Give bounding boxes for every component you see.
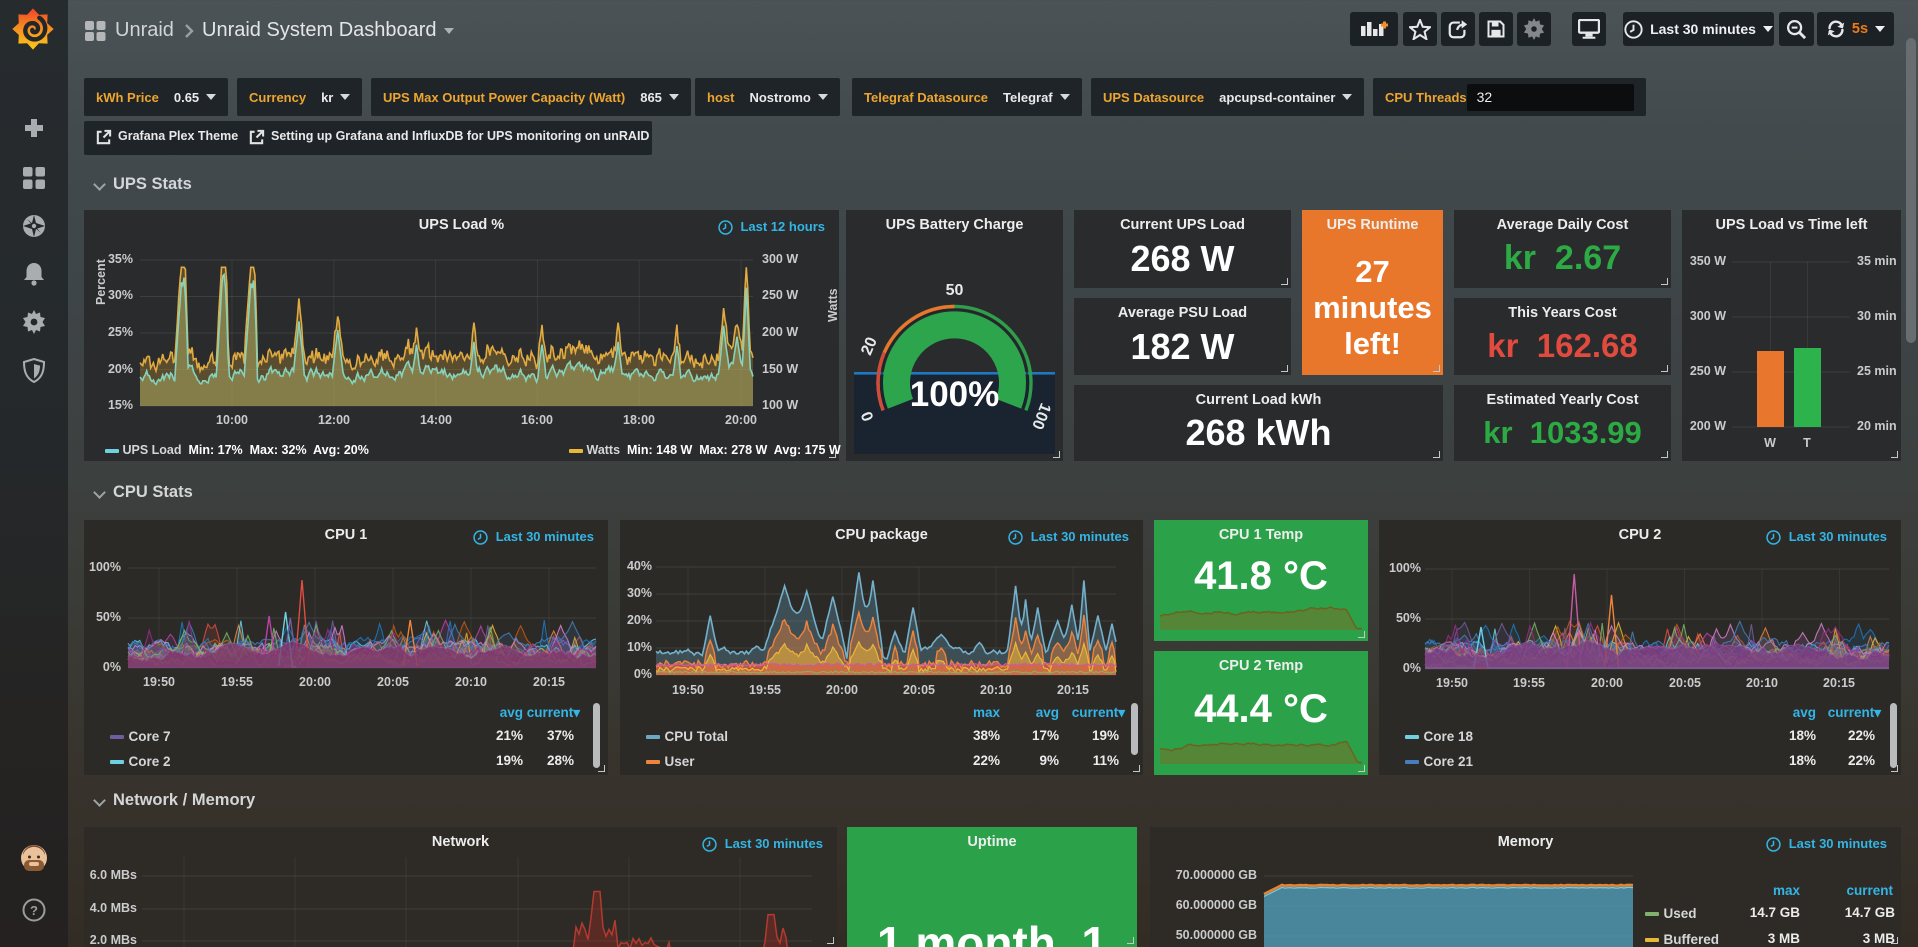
- svg-text:20: 20: [858, 335, 881, 358]
- svg-text:?: ?: [30, 903, 38, 918]
- svg-text:50: 50: [946, 282, 964, 299]
